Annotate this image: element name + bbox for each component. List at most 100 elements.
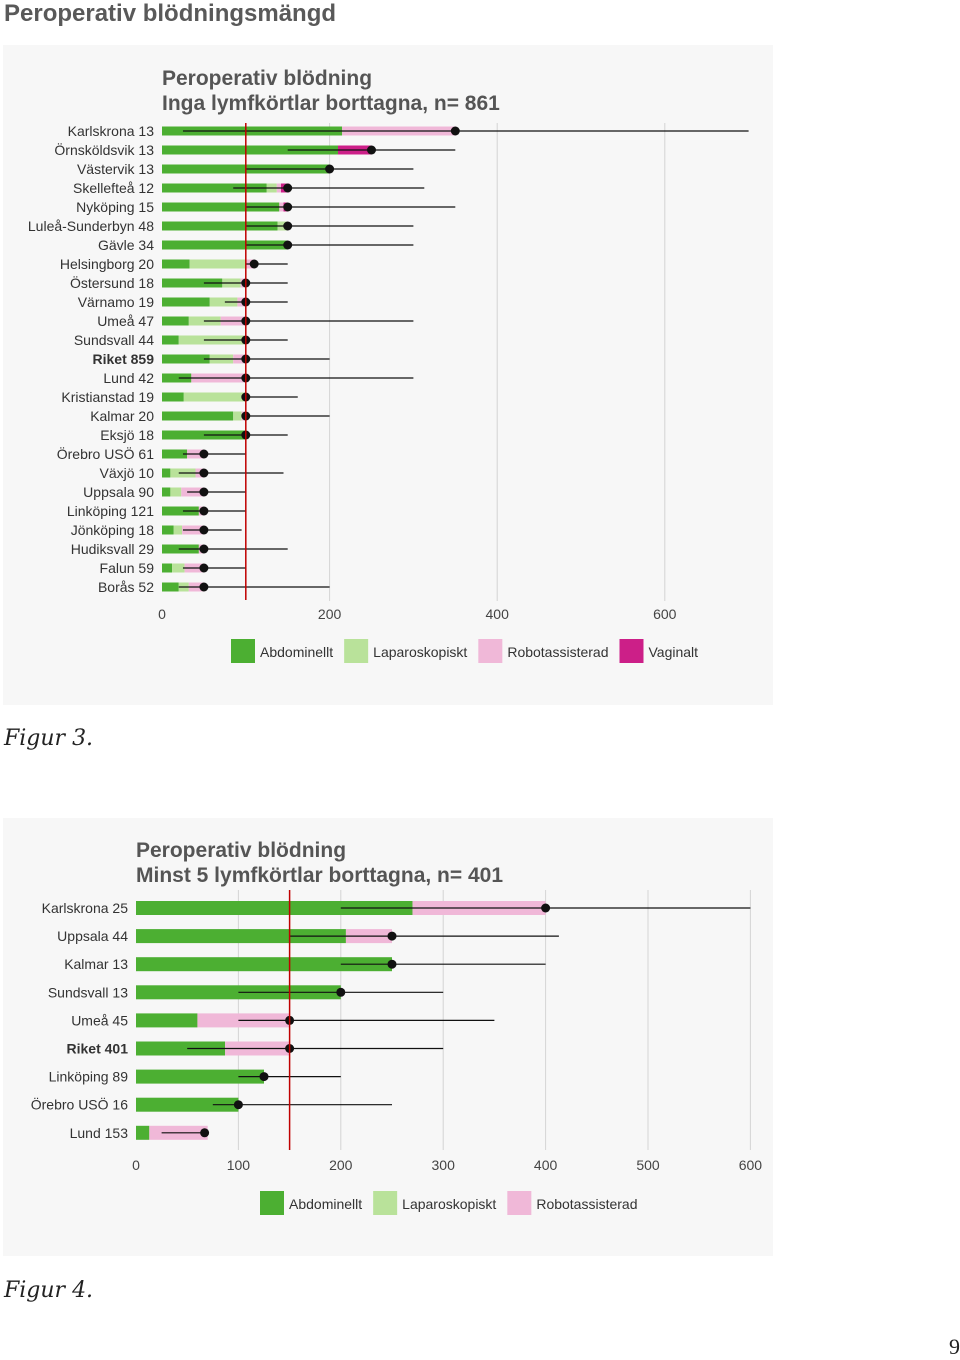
bar-segment-abdominellt [162,297,210,307]
category-label: Hudiksvall 29 [71,541,154,557]
legend-swatch [619,639,644,663]
median-point [450,126,460,136]
median-point [199,487,209,497]
x-tick-label: 400 [534,1157,558,1173]
bar-segment-abdominellt [162,449,188,459]
median-point [283,221,293,231]
x-tick-label: 0 [132,1157,140,1173]
figure-caption-3: Figur 3. [4,726,94,751]
bar-segment-abdominellt [162,335,179,345]
bar-segment-abdominellt [136,1013,198,1028]
legend-swatch [260,1191,284,1215]
bar-segment-abdominellt [162,316,189,326]
median-point [541,903,551,913]
chart-subtitle: Minst 5 lymfkörtlar borttagna, n= 401 [136,864,503,887]
bar-segment-abdominellt [162,183,267,193]
median-point [283,240,293,250]
median-point [283,183,293,193]
median-point [233,1100,243,1110]
bar-segment-abdominellt [162,145,338,155]
median-point [199,563,209,573]
legend-swatch [373,1191,398,1215]
median-point [387,931,397,941]
bar-segment-laparoskopiskt [233,411,242,421]
bar-segment-abdominellt [136,1125,150,1140]
median-point [199,468,209,478]
category-label: Skellefteå 12 [73,180,154,196]
bar-segment-abdominellt [162,563,173,573]
category-label: Örebro USÖ 61 [57,445,154,462]
category-label: Helsingborg 20 [60,256,154,272]
bar-segment-laparoskopiskt [209,297,238,307]
legend-label: Abdominellt [289,1196,362,1212]
bar-segment-laparoskopiskt [173,525,183,535]
x-tick-label: 0 [158,606,166,622]
median-point [249,259,259,269]
legend-label: Abdominellt [260,644,333,660]
x-tick-label: 600 [653,606,677,622]
chart-subtitle: Inga lymfkörtlar borttagna, n= 861 [162,92,500,115]
median-point [259,1072,269,1082]
category-label: Nyköping 15 [76,199,154,215]
bar-segment-abdominellt [136,1097,239,1112]
category-label: Karlskrona 25 [42,900,129,916]
bar-segment-abdominellt [162,468,171,478]
category-label: Gävle 34 [98,237,154,253]
category-label: Umeå 47 [97,313,154,329]
legend-label: Robotassisterad [507,644,608,660]
bar-segment-laparoskopiskt [172,563,185,573]
bar-segment-abdominellt [162,278,223,288]
median-point [199,506,209,516]
bar-segment-abdominellt [162,221,278,231]
bar-segment-abdominellt [162,506,199,516]
median-point [199,582,209,592]
median-point [199,525,209,535]
legend-swatch [231,639,255,663]
bar-segment-laparoskopiskt [189,259,246,269]
figure-caption-4: Figur 4. [4,1278,94,1303]
category-label: Östersund 18 [70,274,154,291]
legend-label: Laparoskopiskt [373,644,467,660]
x-tick-label: 200 [318,606,342,622]
bar-segment-abdominellt [162,582,179,592]
bar-segment-abdominellt [162,411,234,421]
category-label: Borås 52 [98,579,154,595]
category-label: Uppsala 90 [83,484,154,500]
legend-swatch [507,1191,532,1215]
category-label: Kalmar 20 [90,408,154,424]
category-label: Örnsköldsvik 13 [54,141,154,158]
bar-segment-abdominellt [162,354,210,364]
page-number: 9 [949,1334,960,1359]
x-tick-label: 200 [329,1157,353,1173]
category-label: Västervik 13 [77,161,154,177]
chart-panel-1: Peroperativ blödning Inga lymfkörtlar bor… [3,45,773,705]
median-point [200,1128,210,1138]
legend-label: Robotassisterad [536,1196,637,1212]
chart-title: Peroperativ blödning [162,67,372,90]
x-tick-label: 300 [432,1157,456,1173]
category-label: Uppsala 44 [57,928,128,944]
page-heading: Peroperativ blödningsmängd [4,0,337,27]
category-label: Eksjö 18 [100,427,154,443]
bar-segment-abdominellt [162,392,184,402]
category-label: Kalmar 13 [64,956,128,972]
category-label: Falun 59 [100,560,155,576]
bar-segment-laparoskopiskt [183,392,246,402]
category-label: Karlskrona 13 [68,123,155,139]
median-point [199,449,209,459]
median-point [325,164,335,174]
bar-segment-abdominellt [162,259,190,269]
category-label: Lund 42 [103,370,154,386]
bar-segment-laparoskopiskt [170,487,182,497]
bar-segment-abdominellt [162,240,288,250]
category-label: Sundsvall 13 [48,984,128,1000]
category-label: Växjö 10 [100,465,155,481]
x-tick-label: 100 [227,1157,251,1173]
x-tick-label: 400 [486,606,510,622]
bar-segment-abdominellt [136,957,392,972]
median-point [336,987,346,997]
x-tick-label: 600 [739,1157,763,1173]
bar-segment-abdominellt [136,1069,264,1084]
